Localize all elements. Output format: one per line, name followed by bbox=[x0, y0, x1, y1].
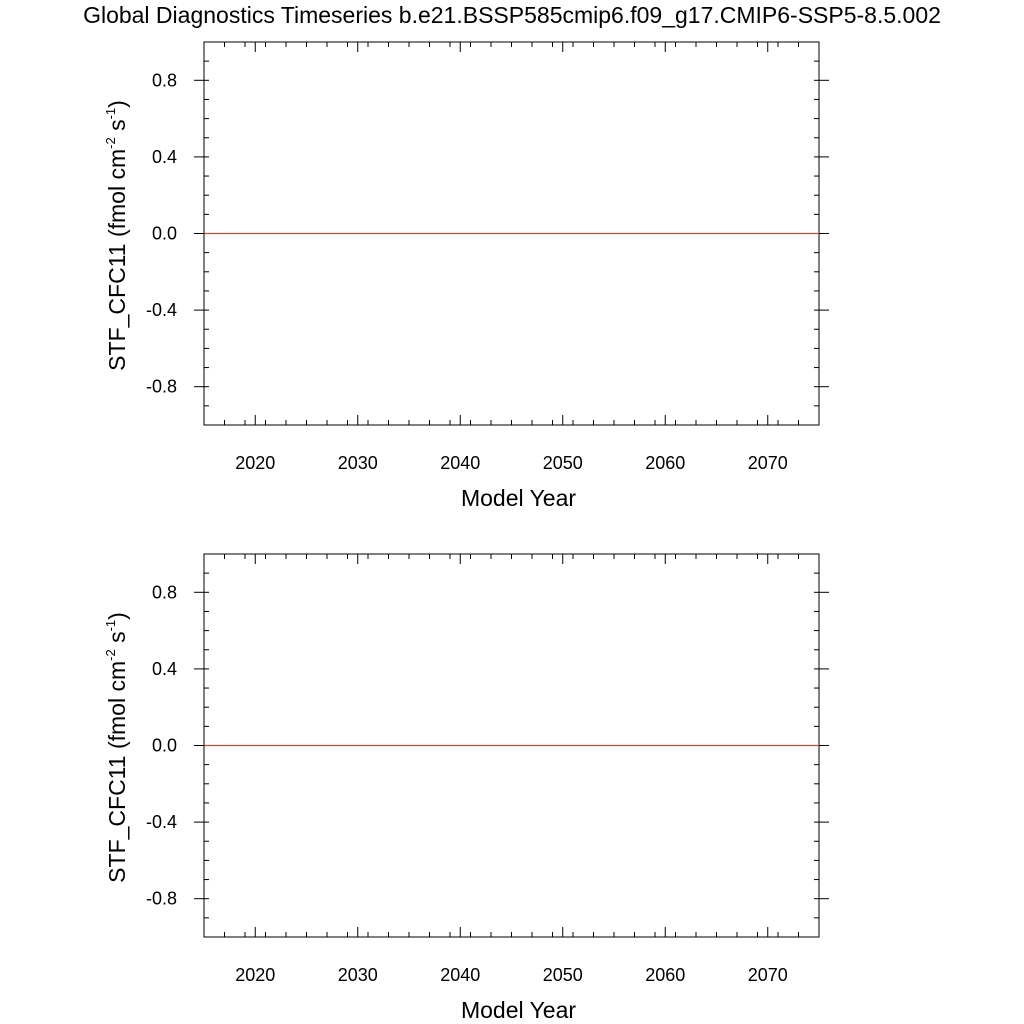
y-tick-label: 0.0 bbox=[152, 224, 177, 244]
chart-panel-top: 2020 2030 2040 2050 2060 2070 0.8 0.4 0.0 -0.4 -0.… bbox=[103, 41, 829, 511]
figure-title: Global Diagnostics Timeseries b.e21.BSSP… bbox=[83, 2, 941, 28]
x-tick-label: 2040 bbox=[440, 965, 480, 985]
y-tick-label: 0.8 bbox=[152, 70, 177, 90]
x-tick-label: 2070 bbox=[748, 965, 788, 985]
y-axis-title: STF_CFC11 (fmol cm-2 s-1) bbox=[103, 100, 130, 371]
x-axis-title: Model Year bbox=[461, 997, 576, 1023]
y-axis-title: STF_CFC11 (fmol cm-2 s-1) bbox=[103, 612, 130, 883]
x-tick-label: 2030 bbox=[338, 965, 378, 985]
y-tick-label: 0.0 bbox=[152, 736, 177, 756]
x-tick-label: 2020 bbox=[235, 965, 275, 985]
y-tick-label: 0.8 bbox=[152, 582, 177, 602]
y-tick-label: 0.4 bbox=[152, 147, 177, 167]
x-tick-label: 2030 bbox=[338, 453, 378, 473]
y-tick-label: -0.8 bbox=[146, 889, 177, 909]
x-tick-label: 2020 bbox=[235, 453, 275, 473]
x-tick-label: 2060 bbox=[645, 965, 685, 985]
y-tick-label: -0.8 bbox=[146, 377, 177, 397]
x-tick-label: 2040 bbox=[440, 453, 480, 473]
y-tick-label: -0.4 bbox=[146, 812, 177, 832]
x-tick-label: 2050 bbox=[543, 453, 583, 473]
x-tick-label: 2070 bbox=[748, 453, 788, 473]
chart-panel-bottom: 2020 2030 2040 2050 2060 2070 0.8 0.4 0.0 -0.4 -0.… bbox=[103, 553, 829, 1023]
x-tick-label: 2050 bbox=[543, 965, 583, 985]
y-tick-label: -0.4 bbox=[146, 300, 177, 320]
y-tick-label: 0.4 bbox=[152, 659, 177, 679]
x-axis-title: Model Year bbox=[461, 485, 576, 511]
x-tick-label: 2060 bbox=[645, 453, 685, 473]
